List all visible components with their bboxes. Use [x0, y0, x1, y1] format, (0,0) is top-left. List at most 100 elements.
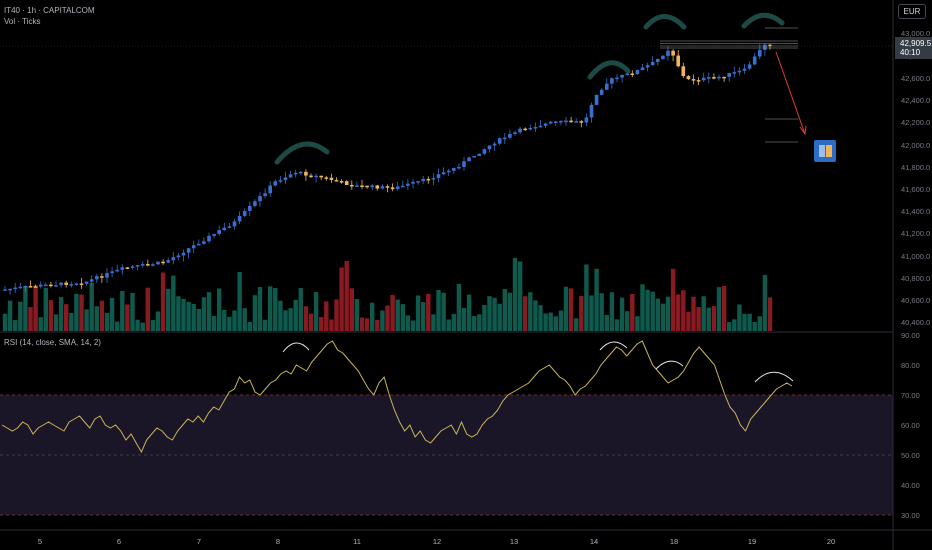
rsi-tick-label: 90.00 — [901, 331, 920, 340]
volume-bar — [716, 287, 722, 331]
candle-body — [360, 185, 364, 187]
volume-bar — [645, 289, 650, 331]
volume-bar — [497, 303, 502, 331]
volume-bar — [757, 316, 762, 331]
candle-body — [8, 288, 12, 291]
candles[interactable] — [3, 43, 772, 295]
volume-bar — [359, 317, 365, 331]
candle-body — [202, 241, 206, 244]
symbol-legend[interactable]: IT40 · 1h · CAPITALCOM — [4, 6, 95, 15]
volume-bar — [273, 288, 278, 331]
time-axis[interactable]: 5 6 7 8 11 12 13 14 18 19 20 — [38, 537, 835, 546]
candle-body — [339, 181, 344, 183]
price-axis[interactable]: 43,000.042,800.042,600.042,400.042,200.0… — [901, 29, 930, 327]
candle-body — [380, 186, 385, 189]
volume-bar — [421, 302, 426, 331]
volume-bar — [252, 295, 258, 331]
candle-body — [370, 185, 374, 188]
news-marker-icon[interactable] — [814, 140, 836, 162]
rsi-tick-label: 40.00 — [901, 481, 920, 490]
candle-body — [28, 286, 33, 288]
price-tick-label: 43,000.0 — [901, 29, 930, 38]
volume-bar — [721, 285, 727, 331]
candle-body — [752, 56, 757, 65]
candle-body — [115, 269, 119, 272]
volume-bar — [558, 310, 564, 331]
price-tick-label: 42,200.0 — [901, 118, 930, 127]
volume-bar — [426, 293, 431, 331]
volume-bar — [288, 308, 293, 331]
volume-bar — [99, 300, 105, 331]
candle-body — [64, 282, 68, 285]
price-tick-label: 41,400.0 — [901, 207, 930, 216]
price-tick-label: 40,800.0 — [901, 274, 930, 283]
candle-body — [605, 83, 609, 90]
candle-body — [615, 77, 619, 80]
candle-body — [640, 67, 645, 71]
candle-body — [676, 55, 680, 67]
rsi-tick-label: 60.00 — [901, 421, 920, 430]
volume-bar — [400, 304, 405, 331]
candle-body — [686, 76, 691, 80]
volume-bars — [2, 257, 773, 331]
volume-bar — [706, 307, 711, 331]
rsi-tick-label: 80.00 — [901, 361, 920, 370]
volume-bar — [390, 294, 395, 331]
volume-bar — [635, 316, 640, 331]
candle-body — [401, 185, 405, 188]
volume-bar — [589, 295, 594, 331]
candle-body — [181, 252, 186, 256]
candle-body — [207, 235, 211, 242]
volume-bar — [242, 308, 247, 331]
candle-body — [411, 181, 415, 184]
candle-body — [156, 261, 160, 265]
volume-bar — [38, 317, 43, 331]
candle-body — [232, 221, 237, 227]
candle-body — [497, 138, 502, 144]
volume-bar — [395, 299, 400, 331]
volume-bar — [472, 316, 477, 331]
candle-body — [696, 80, 701, 82]
price-tick-label: 42,400.0 — [901, 96, 930, 105]
volume-bar — [609, 292, 615, 331]
volume-bar — [109, 297, 115, 331]
volume-bar — [732, 319, 737, 331]
candle-body — [309, 175, 313, 178]
candle-body — [314, 175, 318, 178]
volume-bar — [650, 291, 655, 331]
candle-body — [487, 145, 492, 150]
volume-bar — [324, 301, 329, 331]
volume-bar — [64, 304, 69, 331]
volume-bar — [237, 271, 242, 331]
volume-bar — [385, 305, 390, 331]
candle-body — [344, 181, 349, 186]
time-tick-label: 13 — [510, 537, 518, 546]
volume-bar — [640, 284, 645, 331]
volume-bar — [104, 312, 110, 331]
volume-bar — [691, 296, 696, 331]
candle-body — [3, 289, 7, 291]
volume-bar — [222, 309, 227, 331]
rsi-axis[interactable]: 90.00 80.00 70.00 60.00 50.00 40.00 30.00 — [901, 331, 920, 520]
volume-bar — [533, 300, 538, 331]
candle-body — [176, 255, 181, 258]
volume-bar — [206, 292, 212, 331]
candle-body — [390, 187, 395, 190]
volume-bar — [247, 321, 252, 331]
candle-body — [140, 264, 145, 266]
candle-body — [79, 283, 84, 285]
candle-body — [44, 284, 48, 287]
volume-bar — [94, 306, 99, 331]
volume-bar — [676, 294, 681, 331]
price-tick-label: 41,600.0 — [901, 185, 930, 194]
volume-bar — [201, 297, 207, 331]
volume-bar — [767, 297, 773, 331]
candle-body — [594, 94, 599, 105]
volume-bar — [171, 275, 176, 331]
candle-body — [732, 72, 737, 74]
currency-button[interactable]: EUR — [898, 4, 926, 19]
volume-legend[interactable]: Vol · Ticks — [4, 17, 41, 26]
candle-body — [538, 125, 543, 128]
rsi-legend[interactable]: RSI (14, close, SMA, 14, 2) — [4, 338, 101, 347]
